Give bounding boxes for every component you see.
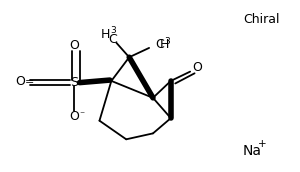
Text: O: O	[193, 61, 202, 74]
Text: 3: 3	[110, 26, 116, 35]
Text: S: S	[70, 76, 78, 89]
Text: +: +	[258, 139, 267, 149]
Text: O: O	[69, 110, 79, 123]
Text: O: O	[15, 75, 25, 88]
Text: H: H	[160, 38, 169, 51]
Text: C: C	[155, 38, 164, 51]
Text: Na: Na	[243, 144, 262, 158]
Text: =: =	[24, 77, 34, 87]
Text: C: C	[108, 33, 117, 46]
Text: Chiral: Chiral	[243, 13, 280, 26]
Text: 3: 3	[164, 37, 170, 46]
Text: O: O	[69, 39, 79, 52]
Text: H: H	[100, 28, 110, 41]
Text: ⁻: ⁻	[79, 110, 84, 120]
